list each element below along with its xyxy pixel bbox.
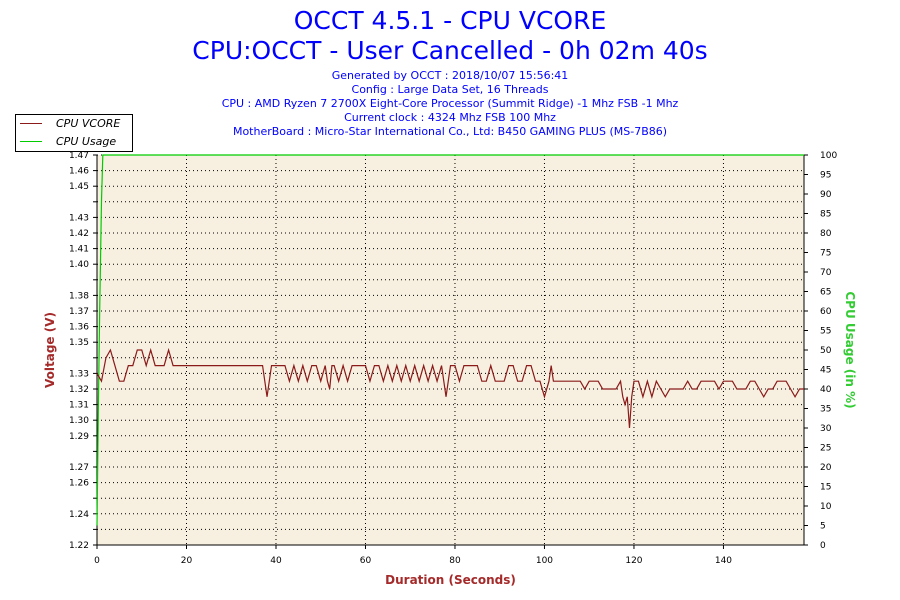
- chart-subtitle: CPU:OCCT - User Cancelled - 0h 02m 40s: [192, 36, 708, 65]
- info-clock: Current clock : 4324 Mhz FSB 100 Mhz: [344, 111, 556, 124]
- y-tick-label: 1.37: [69, 307, 89, 317]
- y-tick-label: 1.40: [69, 260, 89, 270]
- y2-tick-label: 45: [820, 366, 831, 376]
- bottom-axis: 0 20 40 60 80 100 120 140: [94, 544, 804, 566]
- y-axis-title: Voltage (V): [43, 312, 57, 388]
- y-tick-label: 1.41: [69, 245, 89, 255]
- series-layer: [96, 154, 804, 526]
- y2-tick-label: 65: [820, 288, 831, 298]
- y-tick-label: 1.32: [69, 385, 89, 395]
- y2-tick-label: 40: [820, 385, 832, 395]
- x-axis-title: Duration (Seconds): [385, 573, 516, 587]
- y-tick-label: 1.24: [69, 510, 89, 520]
- chart-title: OCCT 4.5.1 - CPU VCORE: [293, 6, 607, 35]
- x-tick-label: 100: [536, 556, 553, 566]
- plot-area: [97, 155, 804, 545]
- y2-tick-label: 35: [820, 405, 831, 415]
- y-tick-label: 1.30: [69, 416, 89, 426]
- legend-swatch-vcore: [20, 123, 42, 124]
- y-tick-label: 1.22: [69, 541, 89, 551]
- grid: [97, 154, 804, 545]
- y-tick-label: 1.35: [69, 338, 89, 348]
- y-tick-label: 1.38: [69, 291, 89, 301]
- y-tick-label: 1.47: [69, 151, 89, 161]
- y-tick-label: 1.26: [69, 479, 89, 489]
- y-tick-label: 1.29: [69, 432, 89, 442]
- y2-tick-label: 80: [820, 229, 832, 239]
- x-tick-label: 80: [449, 556, 461, 566]
- y2-tick-label: 20: [820, 463, 832, 473]
- y-tick-label: 1.31: [69, 401, 89, 411]
- legend: CPU VCORE CPU Usage: [15, 114, 133, 152]
- y2-tick-label: 30: [820, 424, 832, 434]
- legend-item-usage: CPU Usage: [16, 133, 132, 151]
- y-tick-label: 1.43: [69, 213, 89, 223]
- y2-tick-label: 60: [820, 307, 832, 317]
- y2-tick-label: 100: [820, 151, 837, 161]
- y-tick-label: 1.46: [69, 167, 89, 177]
- legend-swatch-usage: [20, 141, 42, 142]
- info-generated: Generated by OCCT : 2018/10/07 15:56:41: [331, 69, 569, 82]
- x-tick-label: 20: [181, 556, 193, 566]
- y2-tick-label: 75: [820, 249, 831, 259]
- y2-tick-label: 0: [820, 541, 826, 551]
- y-tick-label: 1.33: [69, 369, 89, 379]
- y2-tick-label: 85: [820, 210, 831, 220]
- series-line-cpu-usage: [96, 154, 804, 526]
- series-line-cpu-vcore: [96, 347, 804, 429]
- info-cpu: CPU : AMD Ryzen 7 2700X Eight-Core Proce…: [221, 97, 679, 110]
- legend-item-vcore: CPU VCORE: [16, 115, 132, 133]
- x-tick-label: 120: [625, 556, 642, 566]
- y2-tick-label: 95: [820, 171, 831, 181]
- y-tick-label: 1.45: [69, 182, 89, 192]
- y2-tick-label: 25: [820, 444, 831, 454]
- y2-tick-label: 50: [820, 346, 832, 356]
- y2-tick-label: 90: [820, 190, 832, 200]
- y-tick-label: 1.42: [69, 229, 89, 239]
- legend-label-usage: CPU Usage: [56, 135, 117, 148]
- x-tick-label: 40: [270, 556, 282, 566]
- y2-axis-title: CPU Usage (in %): [843, 291, 857, 408]
- y2-tick-label: 10: [820, 502, 832, 512]
- right-axis: 0 5 10 15 20 25 30 35 40 45 50 55 60 65 70 75 80 85 90 95 10…: [803, 151, 837, 551]
- legend-label-vcore: CPU VCORE: [56, 117, 121, 130]
- x-tick-label: 60: [360, 556, 372, 566]
- info-motherboard: MotherBoard : Micro-Star International C…: [232, 125, 668, 138]
- y2-tick-label: 5: [820, 522, 826, 532]
- y2-tick-label: 70: [820, 268, 832, 278]
- y-tick-label: 1.36: [69, 323, 89, 333]
- x-tick-label: 0: [94, 556, 100, 566]
- y-tick-label: 1.27: [69, 463, 89, 473]
- info-config: Config : Large Data Set, 16 Threads: [351, 83, 549, 96]
- y2-tick-label: 15: [820, 483, 831, 493]
- y2-tick-label: 55: [820, 327, 831, 337]
- left-axis: 1.22 1.24 1.26 1.27 1.29 1.30 1.31 1.32 1.33 1.35…: [69, 151, 98, 551]
- x-tick-label: 140: [715, 556, 732, 566]
